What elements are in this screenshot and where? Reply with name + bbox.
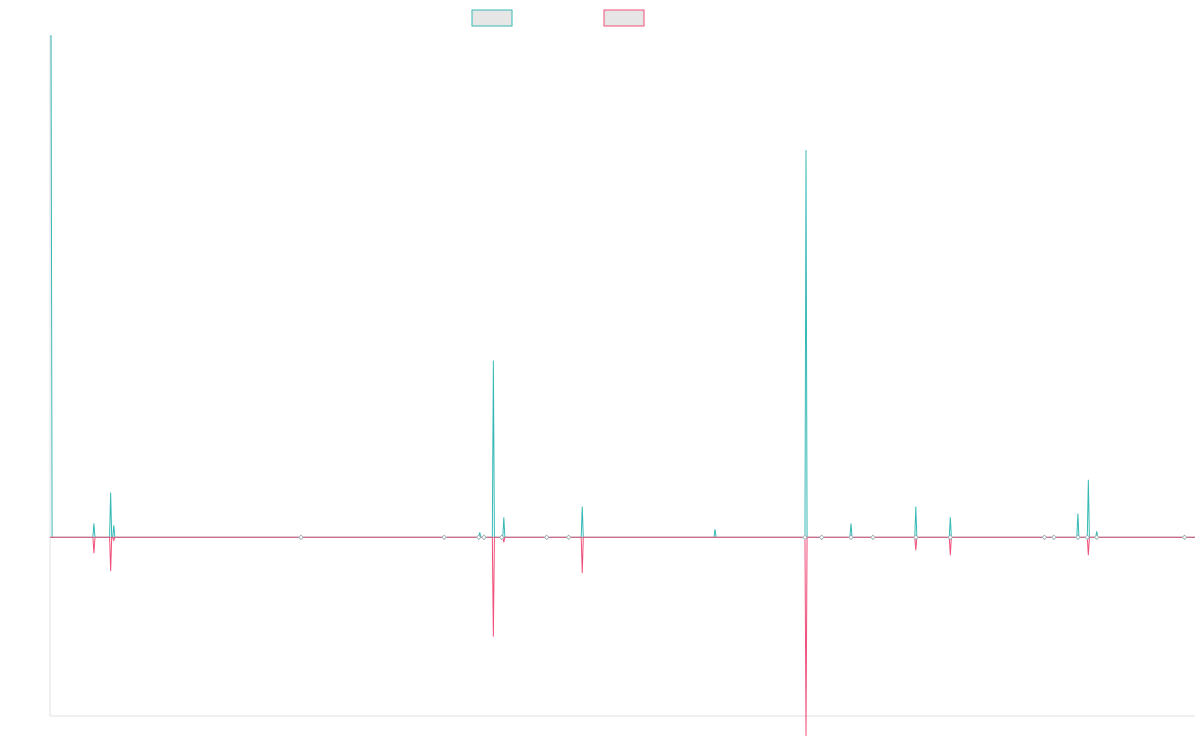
baseline-marker	[1181, 534, 1188, 541]
baseline-marker	[298, 534, 304, 541]
baseline-marker	[913, 534, 919, 541]
baseline-marker	[947, 534, 954, 541]
baseline-marker	[498, 534, 505, 541]
baseline-marker	[475, 534, 482, 541]
legend-swatch-series-a[interactable]	[471, 9, 513, 27]
series-line-a	[50, 35, 1195, 538]
baseline-marker	[1084, 534, 1091, 541]
baseline-marker	[481, 534, 487, 541]
series-layer	[50, 35, 1195, 736]
legend-swatch-series-b[interactable]	[603, 9, 645, 27]
baseline-marker	[1075, 534, 1081, 541]
baseline-marker	[818, 534, 825, 541]
series-line-b	[50, 536, 1195, 736]
legend[interactable]	[471, 9, 645, 27]
baseline-marker	[441, 534, 447, 541]
baseline-marker	[802, 534, 808, 541]
baseline-marker	[565, 534, 572, 541]
baseline-marker	[1051, 534, 1057, 541]
baseline-marker	[543, 534, 550, 541]
baseline-marker	[870, 534, 876, 541]
marker-layer	[298, 534, 1188, 541]
baseline-marker	[1093, 534, 1100, 541]
baseline-marker	[848, 534, 854, 541]
baseline-marker	[1041, 534, 1048, 541]
